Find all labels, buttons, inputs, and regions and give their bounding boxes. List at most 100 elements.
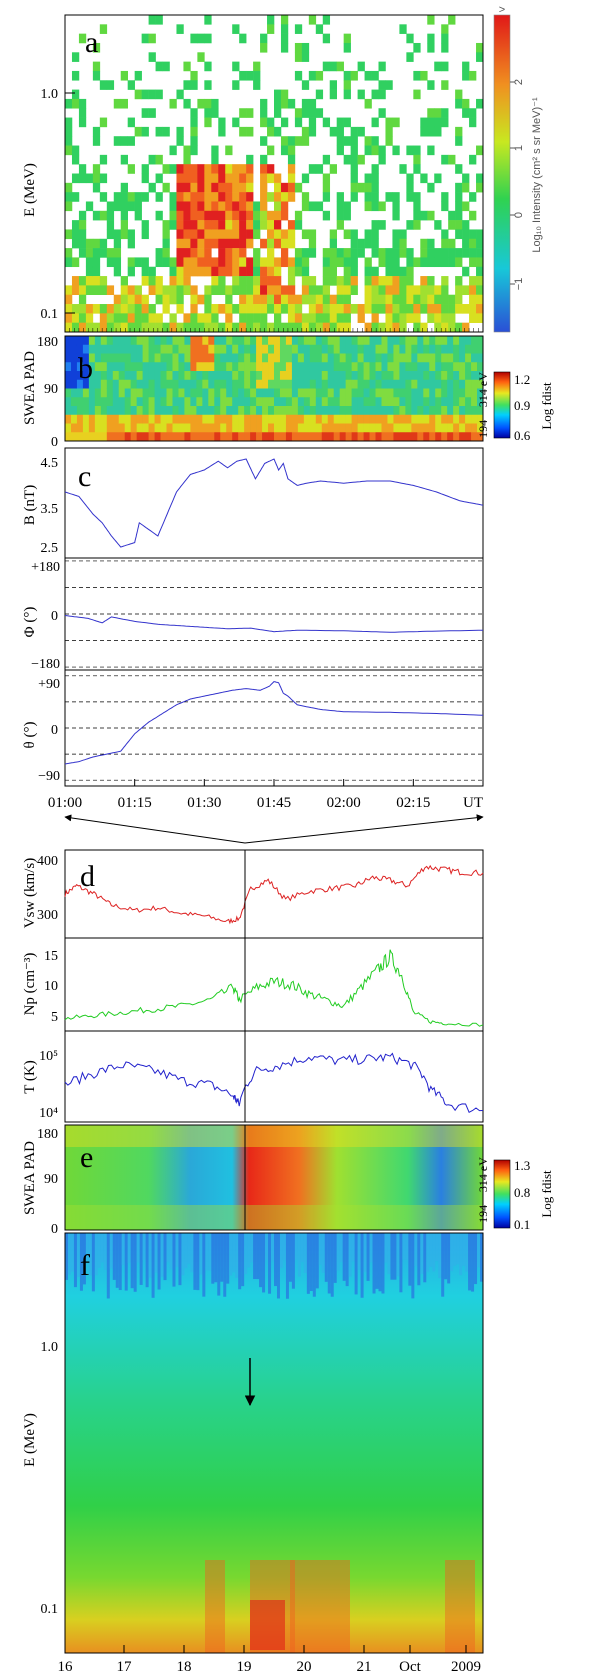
heat-cell [309, 344, 317, 354]
heat-cell [297, 344, 305, 354]
heat-cell [455, 182, 463, 193]
heat-cell [350, 145, 358, 156]
heat-cell [447, 388, 454, 398]
heat-cell [294, 210, 303, 221]
heat-cell [447, 362, 454, 372]
heat-cell [214, 432, 221, 442]
streak [211, 1233, 215, 1284]
heat-cell [371, 294, 379, 305]
heat-cell [211, 210, 219, 221]
heat-cell [429, 397, 436, 407]
heat-cell [476, 285, 484, 296]
heat-cell [441, 248, 449, 258]
colorbar-swea-1-energy: 194 − 314 eV [476, 372, 490, 438]
heat-cell [155, 257, 163, 268]
streak [145, 1233, 149, 1288]
heat-cell [226, 353, 233, 363]
heat-cell [232, 414, 239, 424]
heat-cell [363, 362, 370, 372]
heat-cell [411, 397, 418, 407]
heat-cell [106, 285, 115, 296]
heat-cell [92, 257, 101, 268]
colorbar-swea-1-tick: 0.6 [514, 428, 531, 443]
heat-cell [183, 98, 191, 109]
heat-cell [471, 362, 478, 372]
heat-cell [453, 414, 460, 424]
streak [291, 1233, 295, 1289]
heat-cell [239, 126, 247, 137]
heat-cell [308, 164, 317, 174]
heat-cell [435, 344, 442, 354]
heat-cell [448, 220, 456, 230]
heat-cell [190, 248, 198, 258]
heat-cell [315, 70, 324, 81]
heat-cell [369, 353, 376, 363]
heat-cell [297, 432, 305, 442]
heat-cell [250, 423, 257, 433]
heat-cell [176, 322, 184, 333]
panel-c-x-ticks: 01:00 01:15 01:30 01:45 02:00 02:15 UT [48, 779, 484, 811]
heat-cell [351, 371, 358, 381]
heat-cell [155, 313, 163, 323]
heat-cell [127, 192, 135, 202]
heat-cell [113, 313, 122, 323]
streak [294, 1233, 298, 1260]
heat-cell [190, 136, 198, 146]
heat-cell [183, 173, 191, 184]
heat-cell [339, 397, 346, 407]
heat-cell [232, 276, 240, 286]
heat-cell [308, 108, 317, 118]
heat-cell [112, 379, 120, 389]
heat-cell [315, 89, 324, 100]
heat-cell [92, 164, 101, 174]
heat-cell [183, 229, 191, 240]
heat-cell [238, 344, 245, 354]
streak [151, 1233, 155, 1298]
heat-cell [214, 353, 221, 363]
heat-cell [291, 423, 299, 433]
heat-cell [162, 126, 170, 137]
heat-cell [148, 336, 155, 346]
heat-cell [267, 210, 275, 221]
heat-cell [413, 70, 421, 81]
heat-cell [308, 126, 317, 137]
heat-cell [162, 164, 170, 174]
heat-cell [405, 336, 412, 346]
heat-cell [82, 397, 90, 407]
heat-cell [71, 154, 80, 165]
heat-cell [220, 388, 227, 398]
heat-cell [413, 285, 421, 296]
heat-cell [297, 362, 305, 372]
heat-cell [280, 15, 289, 25]
heat-cell [142, 423, 149, 433]
heat-cell [120, 313, 128, 323]
colorbar-swea-1-title: Log fdist [539, 382, 554, 430]
heat-cell [232, 24, 240, 34]
heat-cell [183, 266, 191, 277]
streak [139, 1233, 143, 1285]
heat-cell [268, 353, 275, 363]
heat-cell [364, 229, 372, 240]
heat-cell [176, 210, 184, 221]
streak [127, 1233, 131, 1263]
heat-cell [364, 182, 372, 193]
heat-cell [260, 266, 268, 277]
heat-cell [371, 182, 379, 193]
heat-cell [447, 432, 454, 442]
heat-cell [343, 248, 351, 258]
heat-cell [378, 61, 386, 72]
heat-cell [381, 371, 388, 381]
streak [402, 1233, 406, 1260]
heat-cell [260, 164, 268, 174]
heat-cell [211, 313, 219, 323]
heat-cell [71, 192, 80, 202]
heat-cell [127, 164, 135, 174]
heat-cell [262, 344, 269, 354]
heat-cell [154, 362, 161, 372]
heat-cell [427, 126, 435, 137]
heat-cell [441, 362, 448, 372]
heat-cell [378, 304, 386, 314]
heat-cell [267, 24, 275, 34]
heat-cell [462, 182, 470, 193]
heat-cell [381, 379, 388, 389]
